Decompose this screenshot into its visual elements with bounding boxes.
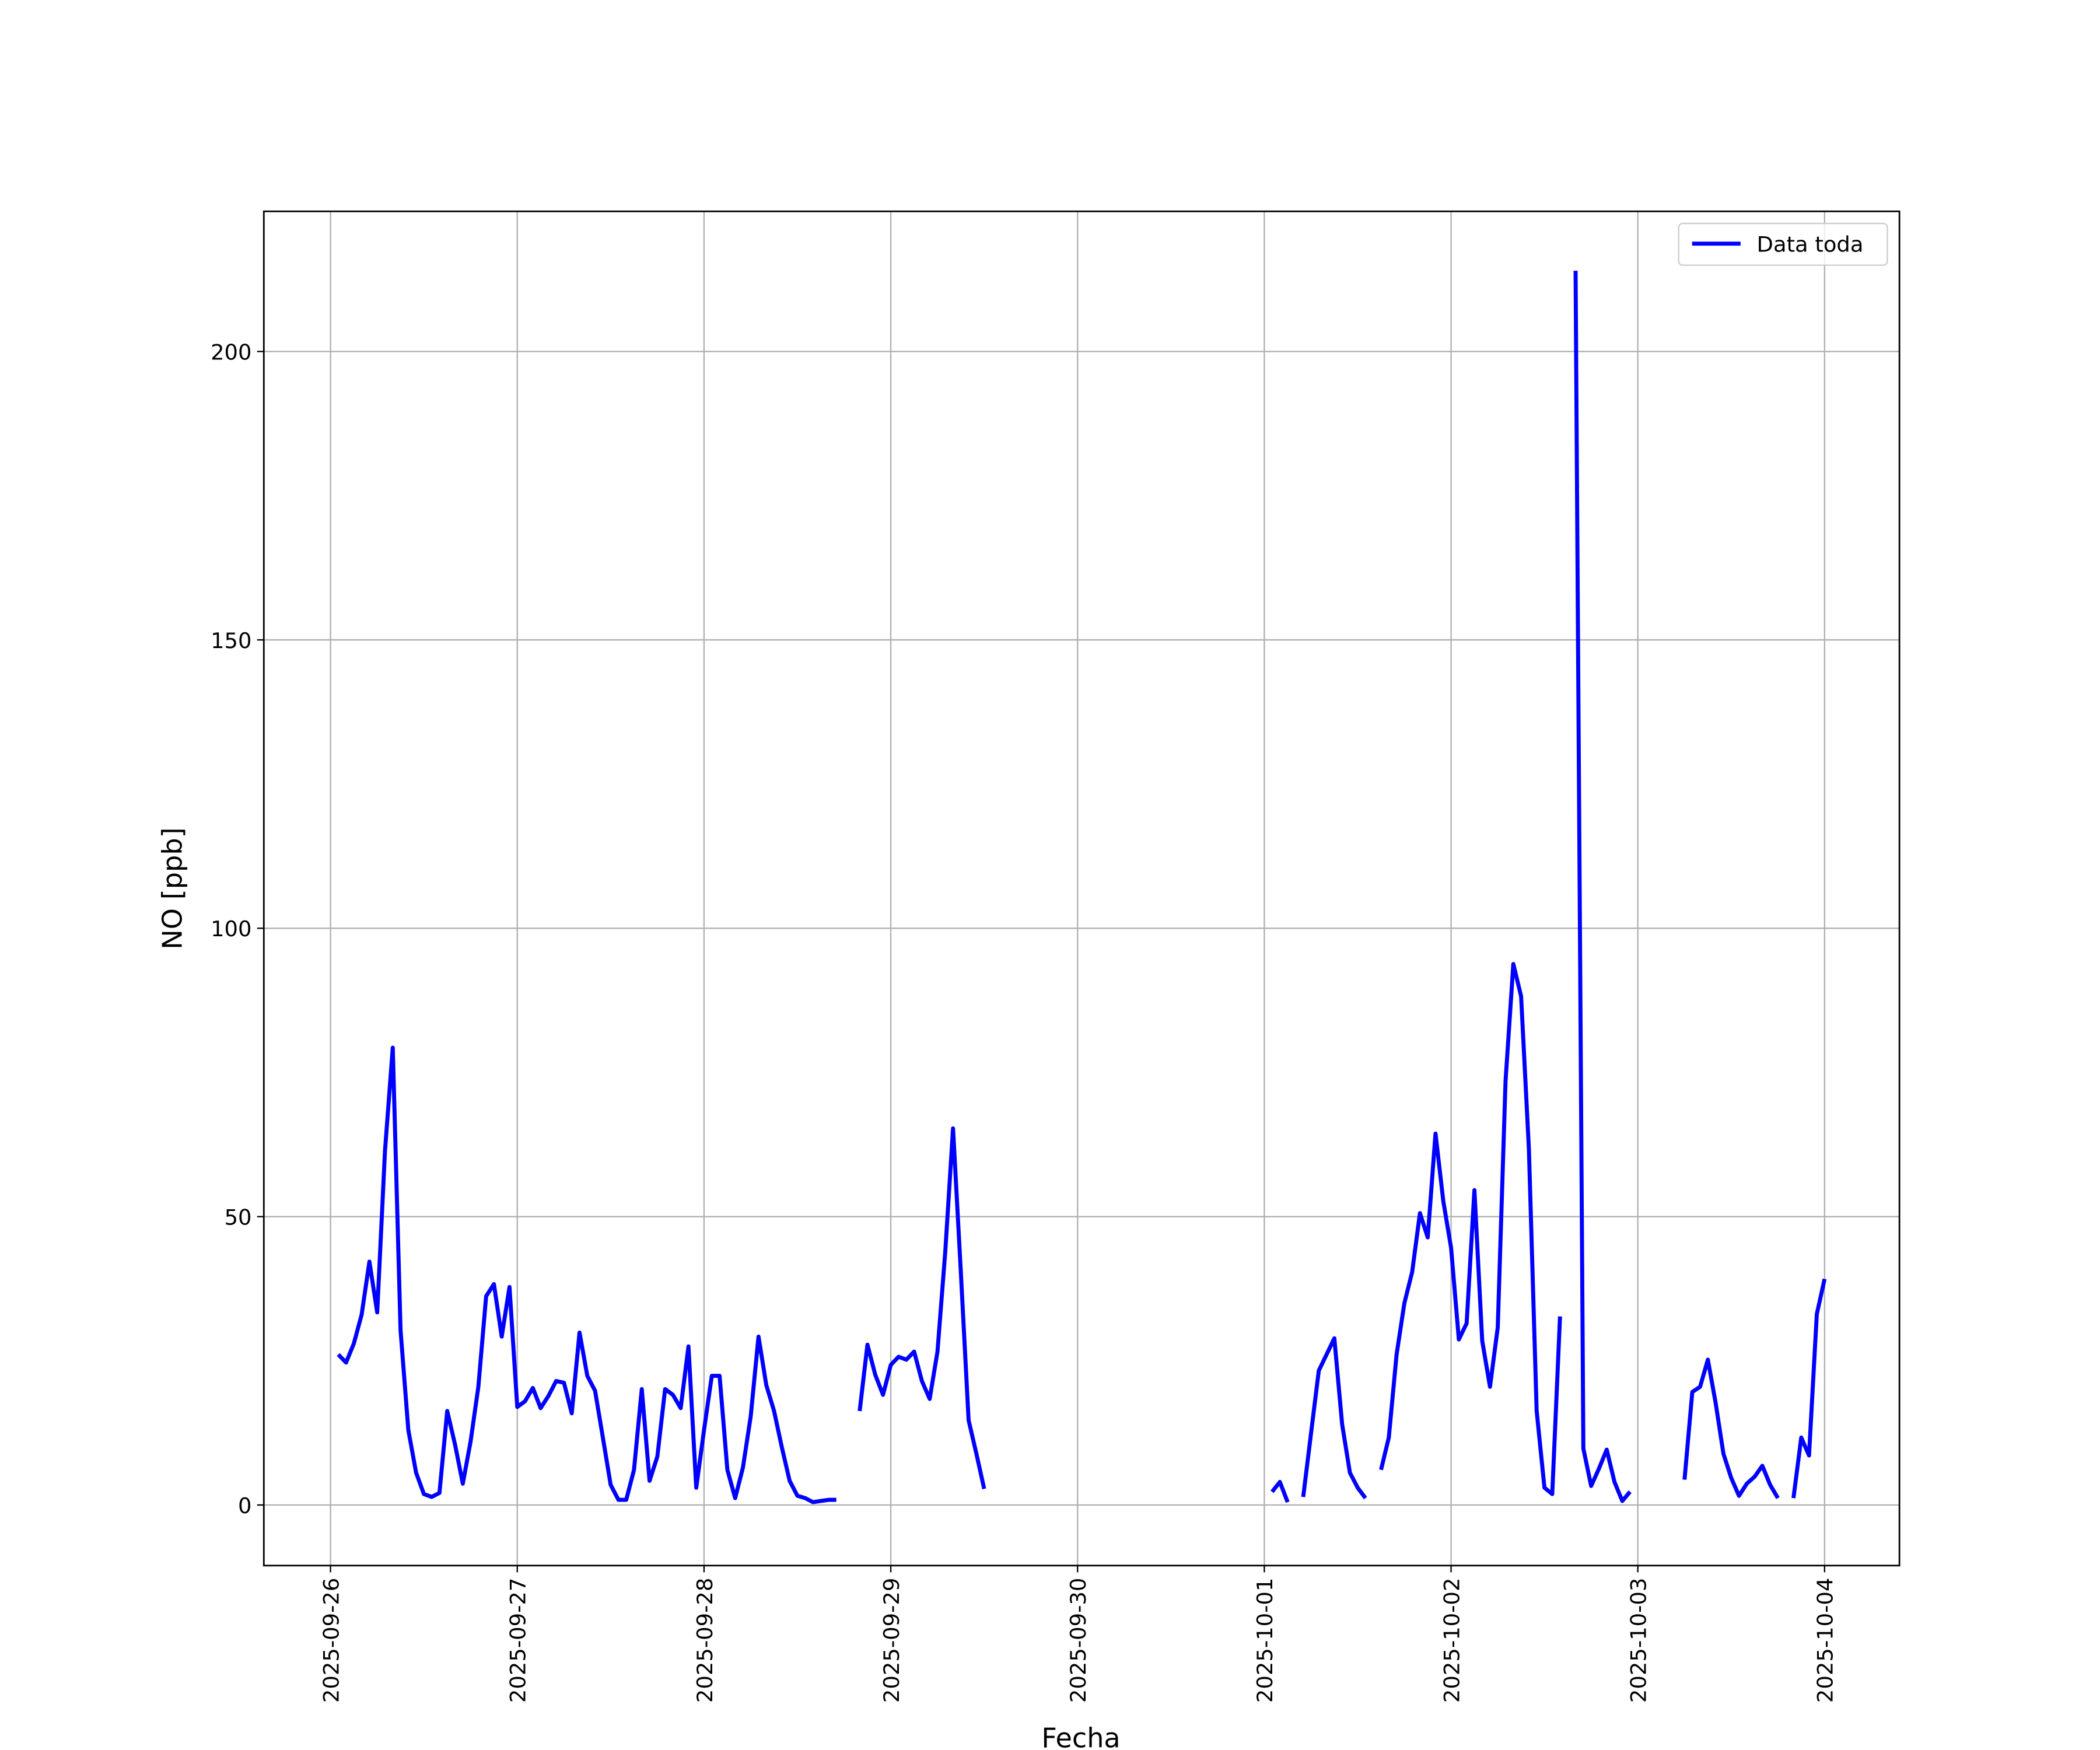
axes-frame xyxy=(262,210,1901,1567)
y-tick-label: 150 xyxy=(211,628,251,653)
plot-area xyxy=(337,271,1827,1504)
x-tick-label: 2025-09-26 xyxy=(318,1578,344,1703)
x-tick-label: 2025-09-30 xyxy=(1066,1578,1091,1703)
y-tick-label: 100 xyxy=(211,916,251,942)
x-tick-label: 2025-09-28 xyxy=(692,1578,718,1703)
y-axis-label: NO [ppb] xyxy=(157,827,188,949)
x-axis-label: Fecha xyxy=(1041,1722,1120,1750)
grid xyxy=(264,211,1900,1566)
y-tick-label: 0 xyxy=(238,1493,251,1518)
y-tick-label: 50 xyxy=(225,1205,252,1230)
x-tick-label: 2025-09-29 xyxy=(879,1578,904,1703)
x-tick-label: 2025-10-04 xyxy=(1813,1578,1838,1703)
x-tick-label: 2025-10-02 xyxy=(1439,1578,1464,1703)
ticks: 0 50 100 150 200 2025-09-26 2025-09-27 2025-09-… xyxy=(211,340,1838,1703)
x-tick-label: 2025-10-03 xyxy=(1626,1578,1651,1703)
x-tick-label: 2025-10-01 xyxy=(1252,1578,1278,1703)
legend-box xyxy=(1678,222,1888,266)
x-tick-label: 2025-09-27 xyxy=(506,1578,531,1703)
legend-label: Data toda xyxy=(1757,232,1864,257)
data-line xyxy=(337,271,1827,1504)
y-tick-label: 200 xyxy=(211,340,251,365)
legend: Data toda xyxy=(1678,222,1888,266)
